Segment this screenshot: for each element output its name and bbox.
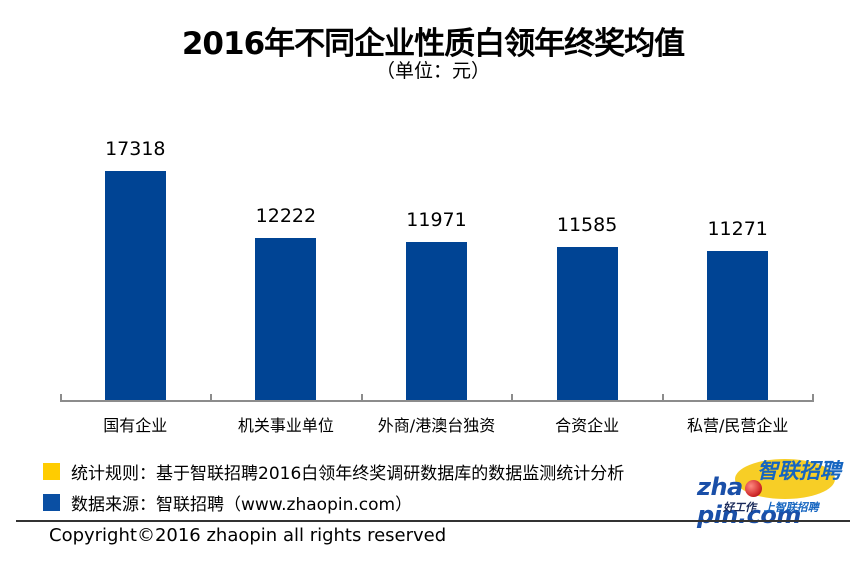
note-statistics-rule: 统计规则：基于智联招聘2016白领年终奖调研数据库的数据监测统计分析	[43, 461, 625, 484]
x-axis-line	[60, 400, 814, 402]
bar	[406, 242, 467, 400]
zhaopin-logo: 智联招聘 zhapin.com 好工作 上智联招聘	[697, 455, 857, 529]
bar-value-label: 11971	[406, 209, 467, 231]
chart-subtitle-unit: （单位：元）	[375, 60, 490, 82]
x-axis-tick	[812, 394, 814, 402]
logo-chinese-text: 智联招聘	[757, 459, 841, 483]
x-axis-category-label: 合资企业	[555, 416, 620, 435]
bar	[556, 247, 618, 400]
x-axis-category-label: 外商/港澳台独资	[377, 416, 496, 435]
bar	[255, 238, 317, 400]
chart-title: 2016年不同企业性质白领年终奖均值	[181, 26, 685, 62]
yellow-square-icon	[43, 462, 60, 480]
note-data-source: 数据来源：智联招聘（www.zhaopin.com）	[43, 492, 413, 515]
x-axis-tick	[662, 394, 664, 402]
x-axis-tick	[361, 394, 363, 402]
red-ball-icon	[745, 480, 762, 497]
slogan-part-a: 好工作	[723, 501, 756, 514]
bar	[707, 251, 769, 400]
bar-value-label: 17318	[105, 138, 166, 160]
footer-divider	[16, 520, 850, 522]
x-axis-category-label: 机关事业单位	[237, 416, 334, 435]
x-axis-category-label: 国有企业	[103, 416, 168, 435]
blue-square-icon	[43, 493, 60, 511]
note-text: 统计规则：基于智联招聘2016白领年终奖调研数据库的数据监测统计分析	[71, 463, 625, 484]
bar-value-label: 11585	[556, 214, 618, 236]
bar	[104, 171, 166, 400]
logo-english-text: zhapin.com	[697, 473, 857, 529]
logo-en-left: zha	[697, 473, 743, 501]
bar-value-label: 12222	[255, 205, 317, 227]
x-axis-category-label: 私营/民营企业	[686, 416, 789, 435]
logo-en-right: pin.com	[697, 501, 801, 529]
bar-value-label: 11271	[707, 218, 768, 240]
x-axis-tick	[60, 394, 62, 402]
logo-slogan: 好工作 上智联招聘	[723, 499, 819, 515]
slogan-part-b: 上智联招聘	[763, 501, 819, 514]
copyright-text: Copyright©2016 zhaopin all rights reserv…	[49, 525, 447, 546]
x-axis-tick	[511, 394, 513, 402]
note-text: 数据来源：智联招聘（www.zhaopin.com）	[71, 494, 413, 515]
bar-chart: 17318 国有企业 12222 机关事业单位 11971 外商/港澳台独资 11585 合资…	[60, 138, 814, 435]
x-axis-tick	[210, 394, 212, 402]
